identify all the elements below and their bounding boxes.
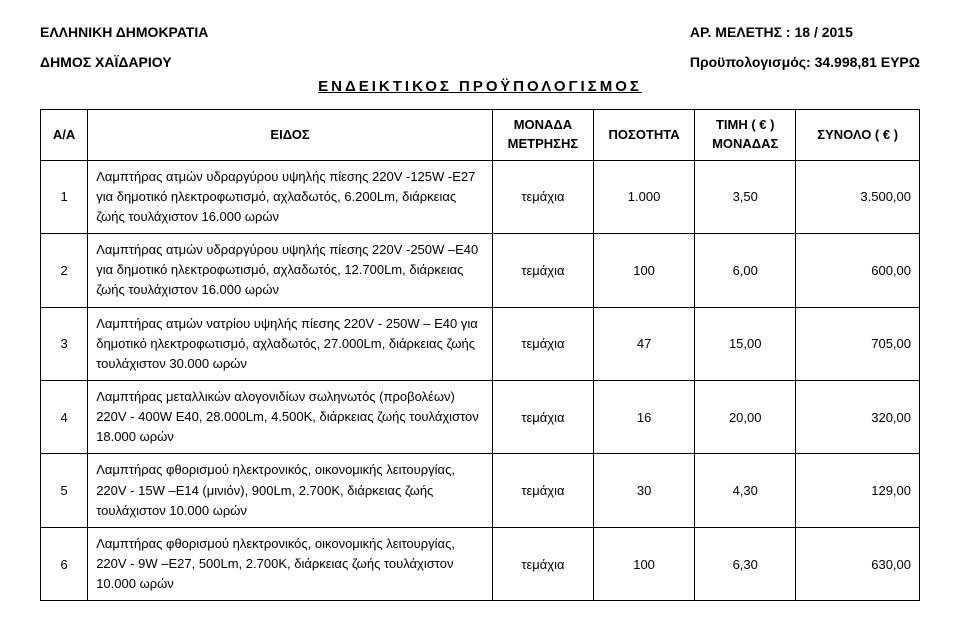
cell-total: 129,00	[796, 454, 920, 527]
table-row: 1Λαμπτήρας ατμών υδραργύρου υψηλής πίεση…	[41, 160, 920, 233]
cell-quantity: 100	[594, 234, 695, 307]
cell-description: Λαμπτήρας μεταλλικών αλογονιδίων σωληνωτ…	[88, 380, 493, 453]
cell-unit: τεμάχια	[492, 527, 593, 600]
col-timi-l2: ΜΟΝΑΔΑΣ	[703, 135, 787, 154]
col-eidos: ΕΙΔΟΣ	[88, 110, 493, 161]
cell-unit-price: 4,30	[695, 454, 796, 527]
cell-unit: τεμάχια	[492, 307, 593, 380]
study-number: ΑΡ. ΜΕΛΕΤΗΣ : 18 / 2015	[690, 24, 920, 40]
cell-total: 320,00	[796, 380, 920, 453]
cell-aa: 5	[41, 454, 88, 527]
cell-description: Λαμπτήρας ατμών υδραργύρου υψηλής πίεσης…	[88, 160, 493, 233]
cell-unit-price: 6,30	[695, 527, 796, 600]
cell-aa: 4	[41, 380, 88, 453]
col-timi-l1: ΤΙΜΗ ( € )	[703, 116, 787, 135]
cell-quantity: 1.000	[594, 160, 695, 233]
cell-description: Λαμπτήρας φθορισμού ηλεκτρονικός, οικονο…	[88, 454, 493, 527]
cell-aa: 3	[41, 307, 88, 380]
cell-unit: τεμάχια	[492, 234, 593, 307]
document-title: ΕΝΔΕΙΚΤΙΚΟΣ ΠΡΟΫΠΟΛΟΓΙΣΜΟΣ	[40, 78, 920, 95]
cell-description: Λαμπτήρας ατμών νατρίου υψηλής πίεσης 22…	[88, 307, 493, 380]
cell-total: 3.500,00	[796, 160, 920, 233]
org-municipality: ΔΗΜΟΣ ΧΑΪΔΑΡΙΟΥ	[40, 54, 208, 70]
table-row: 3Λαμπτήρας ατμών νατρίου υψηλής πίεσης 2…	[41, 307, 920, 380]
cell-unit-price: 15,00	[695, 307, 796, 380]
table-row: 5Λαμπτήρας φθορισμού ηλεκτρονικός, οικον…	[41, 454, 920, 527]
cell-unit-price: 20,00	[695, 380, 796, 453]
cell-description: Λαμπτήρας φθορισμού ηλεκτρονικός, οικονο…	[88, 527, 493, 600]
cell-quantity: 30	[594, 454, 695, 527]
cell-aa: 6	[41, 527, 88, 600]
col-monada-l1: ΜΟΝΑΔΑ	[501, 116, 585, 135]
cell-unit: τεμάχια	[492, 454, 593, 527]
cell-total: 600,00	[796, 234, 920, 307]
cell-description: Λαμπτήρας ατμών υδραργύρου υψηλής πίεσης…	[88, 234, 493, 307]
cost-table: Α/Α ΕΙΔΟΣ ΜΟΝΑΔΑ ΜΕΤΡΗΣΗΣ ΠΟΣΟΤΗΤΑ ΤΙΜΗ …	[40, 109, 920, 601]
col-monada-l2: ΜΕΤΡΗΣΗΣ	[501, 135, 585, 154]
cell-total: 705,00	[796, 307, 920, 380]
table-row: 4Λαμπτήρας μεταλλικών αλογονιδίων σωληνω…	[41, 380, 920, 453]
col-timi: ΤΙΜΗ ( € ) ΜΟΝΑΔΑΣ	[695, 110, 796, 161]
cell-aa: 1	[41, 160, 88, 233]
cell-quantity: 16	[594, 380, 695, 453]
cell-unit: τεμάχια	[492, 380, 593, 453]
cell-unit: τεμάχια	[492, 160, 593, 233]
col-synolo: ΣΥΝΟΛΟ ( € )	[796, 110, 920, 161]
cell-unit-price: 6,00	[695, 234, 796, 307]
table-header-row: Α/Α ΕΙΔΟΣ ΜΟΝΑΔΑ ΜΕΤΡΗΣΗΣ ΠΟΣΟΤΗΤΑ ΤΙΜΗ …	[41, 110, 920, 161]
cell-quantity: 100	[594, 527, 695, 600]
col-posotita: ΠΟΣΟΤΗΤΑ	[594, 110, 695, 161]
budget-total: Προϋπολογισμός: 34.998,81 ΕΥΡΩ	[690, 54, 920, 70]
cell-total: 630,00	[796, 527, 920, 600]
table-row: 6Λαμπτήρας φθορισμού ηλεκτρονικός, οικον…	[41, 527, 920, 600]
cell-aa: 2	[41, 234, 88, 307]
org-country: ΕΛΛΗΝΙΚΗ ΔΗΜΟΚΡΑΤΙΑ	[40, 24, 208, 40]
header-block: ΕΛΛΗΝΙΚΗ ΔΗΜΟΚΡΑΤΙΑ ΔΗΜΟΣ ΧΑΪΔΑΡΙΟΥ ΑΡ. …	[40, 24, 920, 70]
cell-quantity: 47	[594, 307, 695, 380]
table-row: 2Λαμπτήρας ατμών υδραργύρου υψηλής πίεση…	[41, 234, 920, 307]
cell-unit-price: 3,50	[695, 160, 796, 233]
col-aa: Α/Α	[41, 110, 88, 161]
col-monada: ΜΟΝΑΔΑ ΜΕΤΡΗΣΗΣ	[492, 110, 593, 161]
